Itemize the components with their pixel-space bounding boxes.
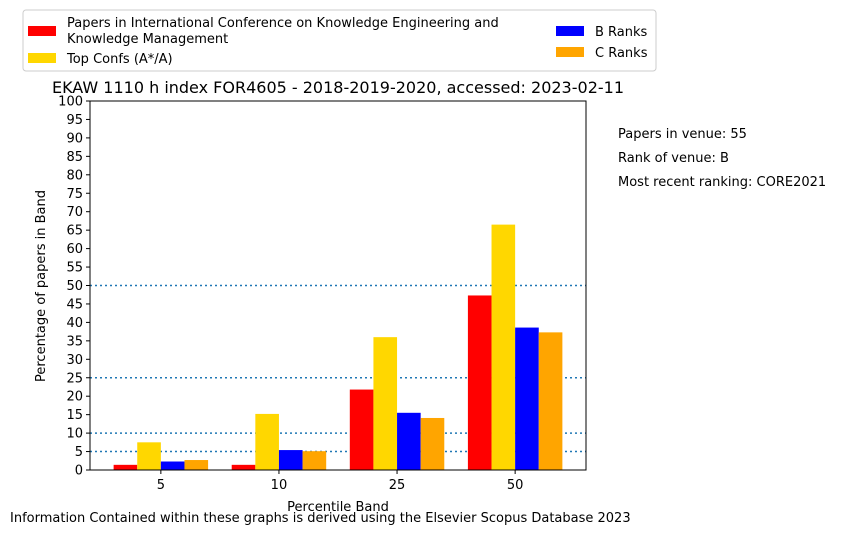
legend-label-top: Top Confs (A*/A): [66, 52, 173, 67]
y-tick-label: 30: [66, 353, 83, 368]
bar-3-5: [184, 460, 209, 470]
legend: Papers in International Conference on Kn…: [22, 9, 657, 72]
data-source-footer: Information Contained within these graph…: [10, 511, 631, 526]
x-tick-label: 10: [271, 478, 288, 493]
bar-2-10: [278, 450, 303, 470]
y-tick-label: 90: [66, 131, 83, 146]
chart-title: EKAW 1110 h index FOR4605 - 2018-2019-20…: [52, 78, 624, 97]
y-tick-label: 20: [66, 390, 83, 405]
legend-label-venue-line1: Papers in International Conference on Kn…: [67, 16, 499, 31]
bar-1-5: [137, 442, 161, 470]
x-tick-label: 5: [157, 478, 165, 493]
legend-swatch-c: [556, 47, 584, 57]
bar-0-25: [349, 389, 374, 470]
y-tick-label: 5: [75, 445, 83, 460]
bar-3-50: [538, 332, 563, 470]
bar-3-25: [420, 417, 445, 470]
x-axis-label: Percentile Band: [287, 500, 389, 515]
bar-2-5: [160, 461, 185, 470]
rank-of-venue: Rank of venue: B: [618, 151, 729, 166]
legend-swatch-b: [556, 26, 584, 36]
y-tick-label: 95: [66, 113, 83, 128]
y-tick-label: 80: [66, 168, 83, 183]
y-tick-label: 65: [66, 224, 83, 239]
y-tick-label: 0: [75, 464, 83, 479]
legend-label-b: B Ranks: [595, 25, 648, 40]
legend-label-c: C Ranks: [595, 46, 648, 61]
plot-frame: [89, 100, 587, 471]
x-tick-label: 50: [507, 478, 524, 493]
x-axis: 5 10 25 50: [157, 470, 524, 493]
y-tick-label: 40: [66, 316, 83, 331]
bar-0-50: [467, 295, 492, 470]
papers-in-venue: Papers in venue: 55: [618, 127, 747, 142]
legend-swatch-top: [28, 53, 56, 63]
y-axis-label: Percentage of papers in Band: [34, 190, 49, 382]
y-axis: 0 5 10 15 20 25 30 35 40 45 50 55 60 65 70 75 80 85 90 95 10…: [58, 95, 90, 479]
bar-2-25: [397, 412, 421, 470]
bar-1-50: [491, 224, 516, 470]
bar-0-10: [231, 464, 256, 470]
bar-0-5: [113, 464, 138, 470]
y-tick-label: 35: [66, 334, 83, 349]
y-tick-label: 55: [66, 261, 83, 276]
y-tick-label: 100: [58, 95, 83, 110]
bar-3-10: [302, 451, 327, 470]
y-tick-label: 60: [66, 242, 83, 257]
y-tick-label: 50: [66, 279, 83, 294]
y-tick-label: 25: [66, 371, 83, 386]
legend-frame: [22, 9, 657, 72]
most-recent-ranking: Most recent ranking: CORE2021: [618, 175, 827, 190]
x-tick-label: 25: [389, 478, 406, 493]
bars: [113, 224, 563, 470]
y-tick-label: 75: [66, 187, 83, 202]
legend-swatch-venue: [28, 26, 56, 36]
y-tick-label: 10: [66, 427, 83, 442]
bar-1-10: [255, 413, 279, 470]
y-tick-label: 70: [66, 205, 83, 220]
y-tick-label: 45: [66, 297, 83, 312]
bar-1-25: [373, 337, 398, 470]
bar-2-50: [515, 327, 539, 470]
legend-label-venue-line2: Knowledge Management: [67, 32, 228, 47]
y-tick-label: 15: [66, 408, 83, 423]
y-tick-label: 85: [66, 150, 83, 165]
